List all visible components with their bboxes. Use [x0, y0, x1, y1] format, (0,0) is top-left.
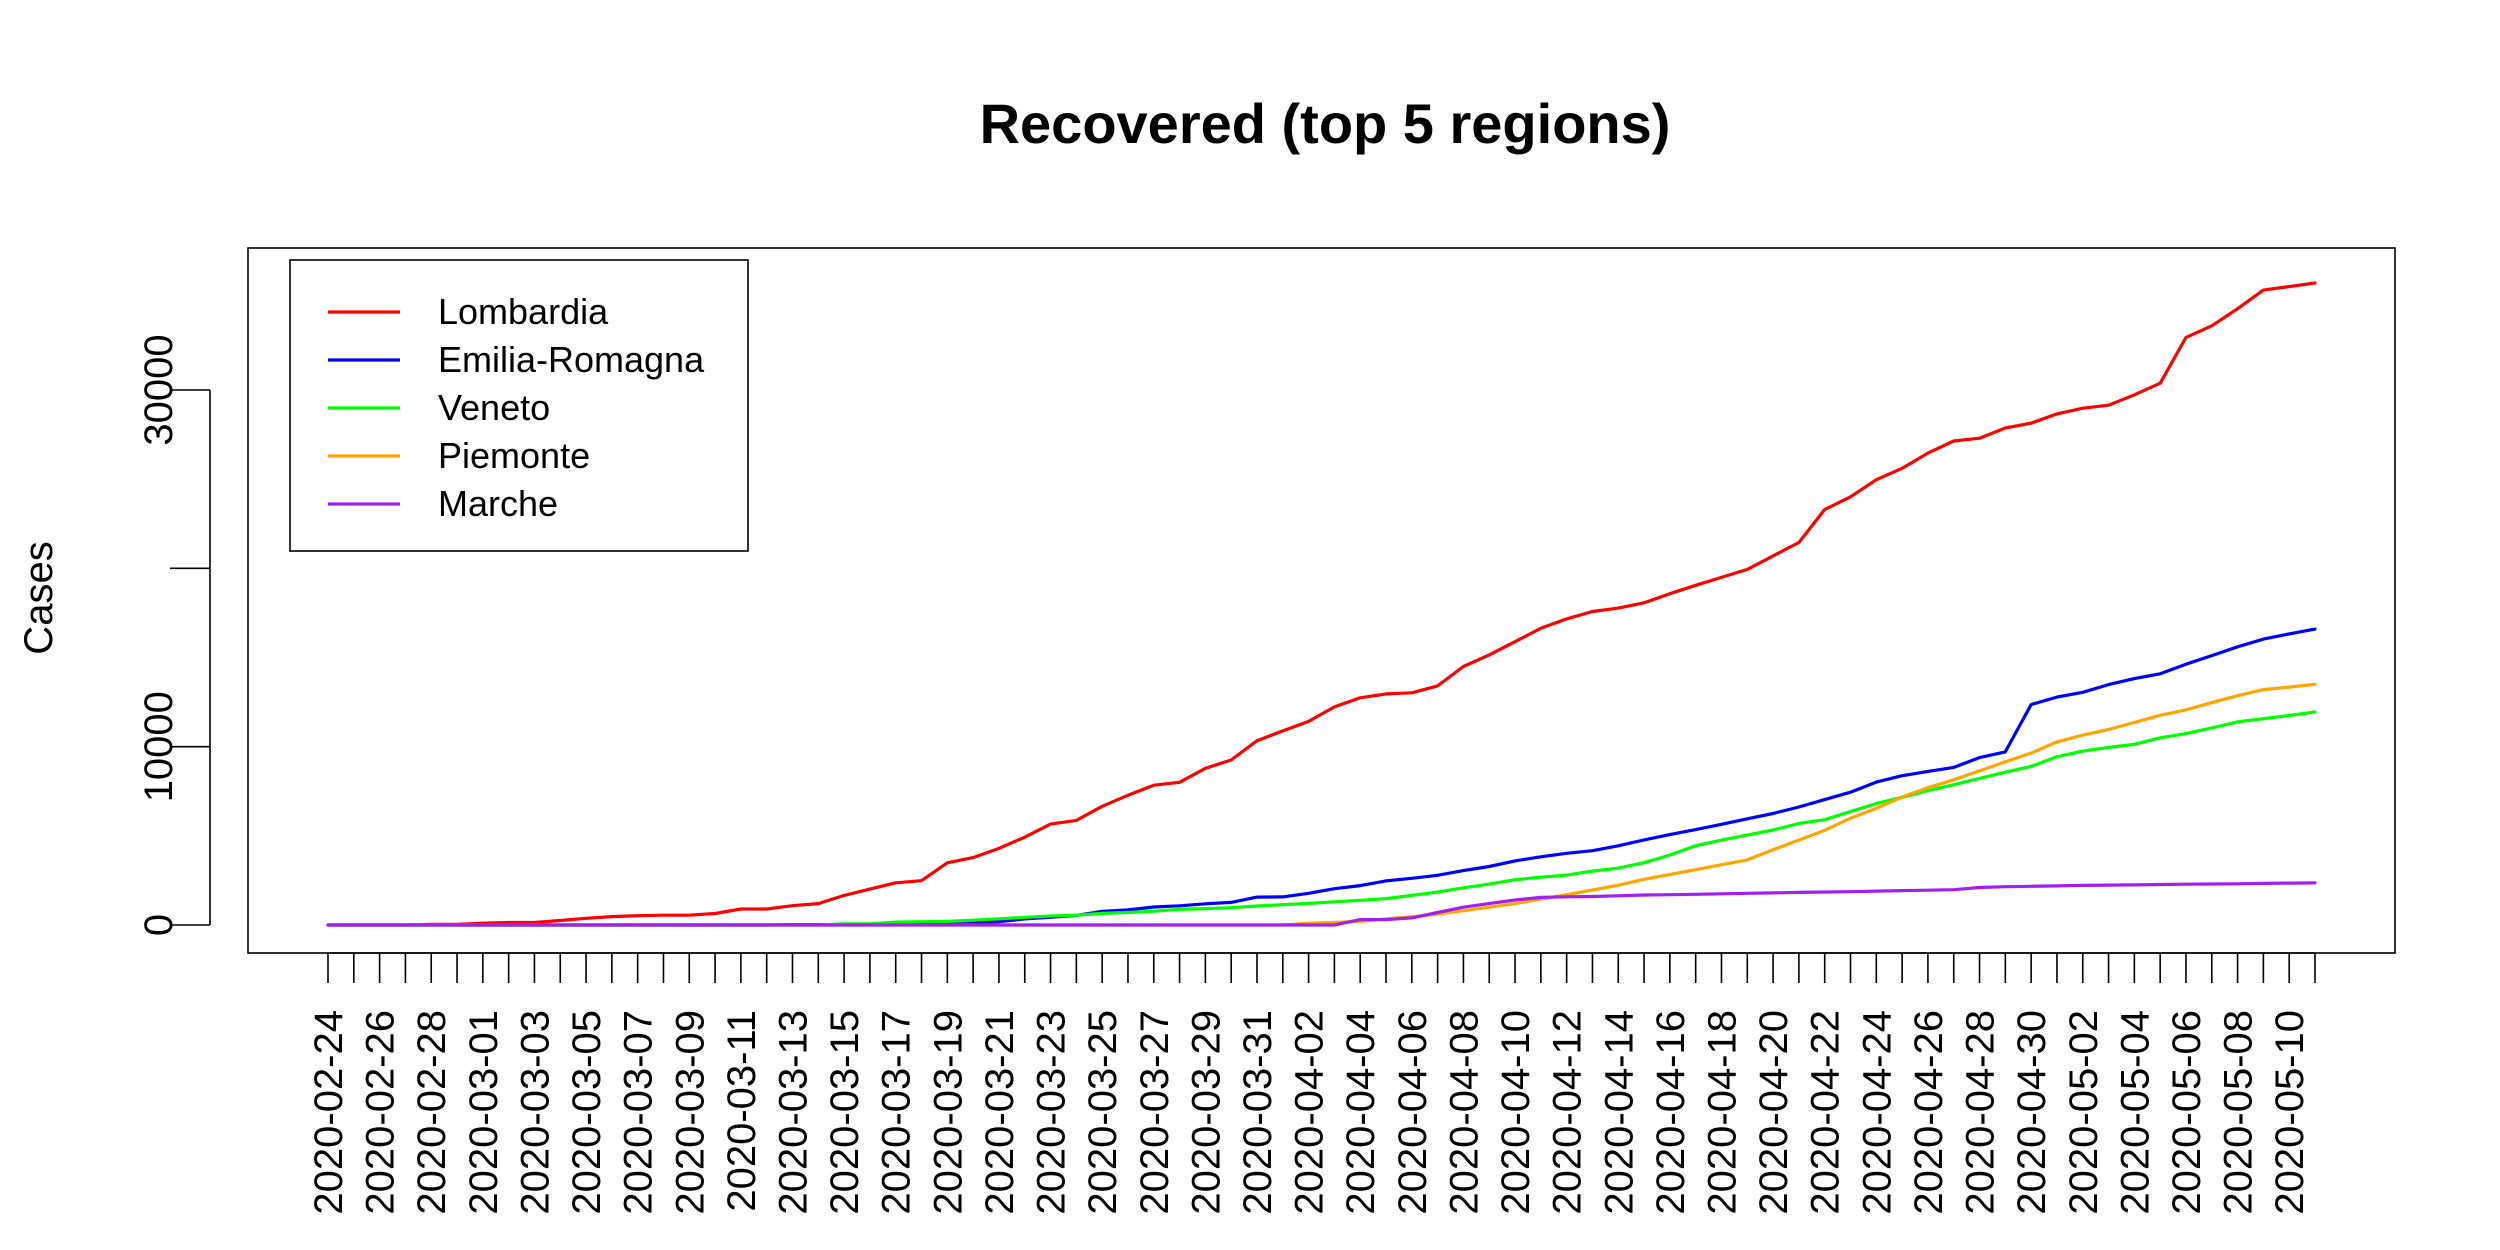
legend-label: Marche [438, 483, 558, 524]
legend-label: Veneto [438, 387, 550, 428]
x-tick-label: 2020-03-13 [772, 1010, 816, 1215]
series-layer [326, 281, 2317, 927]
legend-label: Lombardia [438, 291, 609, 332]
x-tick-label: 2020-03-31 [1236, 1010, 1280, 1215]
legend-label: Piemonte [438, 435, 590, 476]
x-tick-label: 2020-03-27 [1133, 1010, 1177, 1215]
x-tick-label: 2020-04-10 [1494, 1010, 1538, 1215]
x-tick-label: 2020-02-26 [359, 1010, 403, 1215]
legend-box [289, 259, 749, 552]
x-tick-label: 2020-04-04 [1339, 1010, 1383, 1215]
x-tick-label: 2020-03-21 [978, 1010, 1022, 1215]
x-tick-label: 2020-04-28 [1959, 1010, 2003, 1215]
x-tick-label: 2020-04-08 [1442, 1010, 1486, 1215]
y-tick-label: 30000 [137, 334, 181, 445]
series-line-marche [326, 881, 2317, 927]
x-tick-label: 2020-04-20 [1752, 1010, 1796, 1215]
y-axis-label: Cases [17, 541, 61, 654]
x-tick-label: 2020-03-23 [1030, 1010, 1074, 1215]
x-tick-label: 2020-04-18 [1701, 1010, 1745, 1215]
x-tick-label: 2020-04-22 [1804, 1010, 1848, 1215]
x-tick-label: 2020-03-17 [875, 1010, 919, 1215]
y-axis: 0 10000 30000 [137, 334, 211, 936]
x-tick-label: 2020-03-09 [668, 1010, 712, 1215]
x-tick-label: 2020-04-24 [1855, 1010, 1899, 1215]
x-tick-label: 2020-03-11 [720, 1010, 764, 1212]
x-tick-label: 2020-03-29 [1184, 1010, 1228, 1215]
chart-title: Recovered (top 5 regions) [980, 92, 1671, 155]
x-tick-label: 2020-03-15 [823, 1010, 867, 1215]
x-tick-label: 2020-04-06 [1391, 1010, 1435, 1215]
series-line-piemonte [326, 682, 2317, 927]
y-tick-label: 10000 [137, 691, 181, 802]
x-tick-label: 2020-04-12 [1546, 1010, 1590, 1215]
x-tick-label: 2020-03-03 [513, 1010, 557, 1215]
x-tick-label: 2020-03-01 [462, 1010, 506, 1215]
series-line-emilia-romagna [326, 627, 2317, 927]
x-tick-label: 2020-04-16 [1649, 1010, 1693, 1215]
series-line-veneto [326, 710, 2317, 927]
x-tick-label: 2020-05-04 [2113, 1010, 2157, 1215]
x-tick-label: 2020-03-19 [926, 1010, 970, 1215]
series-line-lombardia [326, 281, 2317, 927]
x-tick-label: 2020-05-10 [2268, 1010, 2312, 1215]
x-tick-label: 2020-04-26 [1907, 1010, 1951, 1215]
x-tick-label: 2020-03-07 [617, 1010, 661, 1215]
x-tick-label: 2020-05-08 [2217, 1010, 2261, 1215]
legend: Lombardia Emilia-Romagna Veneto Piemonte Mar… [289, 259, 749, 552]
x-tick-label: 2020-04-30 [2010, 1010, 2054, 1215]
legend-label: Emilia-Romagna [438, 339, 705, 380]
x-tick-label: 2020-03-05 [565, 1010, 609, 1215]
x-axis: 2020-02-24 2020-02-26 2020-02-28 2020-03-01… [307, 952, 2316, 1215]
x-tick-label: 2020-02-28 [410, 1010, 454, 1215]
x-tick-label: 2020-03-25 [1081, 1010, 1125, 1215]
y-tick-label: 0 [137, 914, 181, 936]
x-tick-label: 2020-02-24 [307, 1010, 351, 1215]
x-tick-label: 2020-05-06 [2165, 1010, 2209, 1215]
x-tick-label: 2020-04-02 [1288, 1010, 1332, 1215]
x-tick-label: 2020-04-14 [1597, 1010, 1641, 1215]
x-tick-label: 2020-05-02 [2062, 1010, 2106, 1215]
